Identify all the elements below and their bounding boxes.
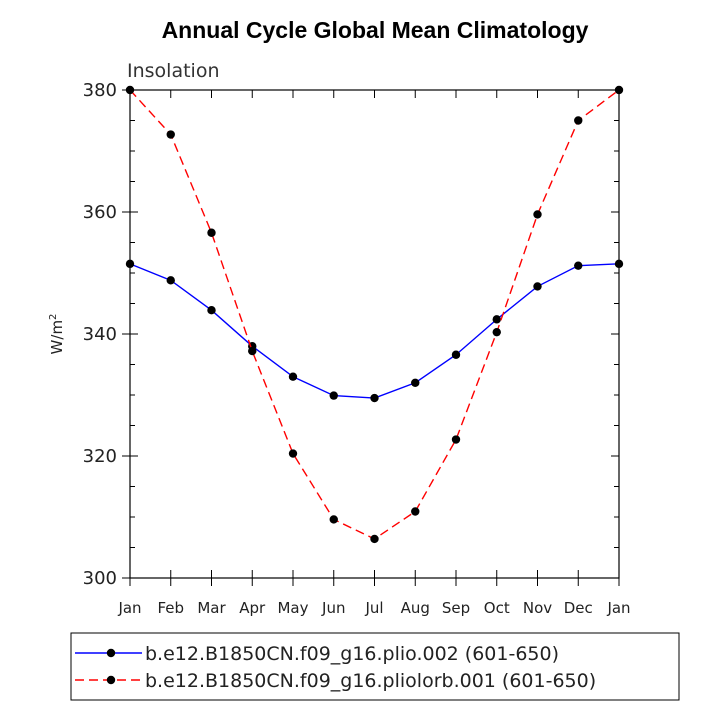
series-1-point bbox=[370, 393, 379, 403]
series-1-point bbox=[329, 391, 338, 400]
series-2-point bbox=[288, 449, 298, 458]
series-2-point bbox=[411, 507, 420, 516]
series-2-point bbox=[492, 327, 501, 337]
y-axis-label: W/m2 bbox=[48, 314, 66, 355]
series-2-point bbox=[166, 130, 175, 139]
series-2-point bbox=[207, 228, 216, 237]
x-tick-label: Jan bbox=[117, 599, 141, 617]
x-tick-label: Jun bbox=[321, 599, 345, 617]
y-tick-label: 340 bbox=[83, 324, 117, 345]
legend-marker-1 bbox=[106, 648, 116, 658]
x-tick-label: Feb bbox=[157, 599, 184, 617]
x-tick-labels: Jan Feb Mar Apr May Jun Jul Aug Sep Oct Nov Dec Jan bbox=[117, 599, 630, 617]
y-axis-label-base: W/m bbox=[48, 320, 66, 355]
series-2-point bbox=[533, 210, 542, 219]
x-tick-label: Aug bbox=[401, 599, 430, 617]
series-1-point bbox=[207, 306, 216, 315]
series-2-point bbox=[329, 515, 338, 524]
series-2-point bbox=[248, 346, 257, 356]
plot-frame bbox=[129, 89, 620, 579]
x-tick-label: Mar bbox=[197, 599, 226, 617]
series-layer bbox=[125, 85, 624, 544]
series-1-point bbox=[411, 378, 420, 387]
y-tick-label: 300 bbox=[83, 568, 117, 589]
x-tick-label: Dec bbox=[564, 599, 593, 617]
series-1-point bbox=[451, 350, 461, 359]
axis-ticks bbox=[122, 89, 620, 586]
y-tick-labels: 300 320 340 360 380 bbox=[83, 80, 117, 589]
chart-title: Annual Cycle Global Mean Climatology bbox=[162, 17, 589, 43]
x-tick-label: Nov bbox=[523, 599, 552, 617]
series-2-point bbox=[574, 116, 583, 125]
series-line-2 bbox=[129, 89, 620, 540]
series-1-point bbox=[166, 276, 175, 285]
series-1-point bbox=[574, 261, 583, 270]
x-tick-label: Jul bbox=[364, 599, 383, 617]
legend-marker-2 bbox=[106, 675, 116, 685]
series-2-point bbox=[451, 435, 461, 444]
y-tick-label: 380 bbox=[83, 80, 117, 101]
legend-label-1: b.e12.B1850CN.f09_g16.plio.002 (601-650) bbox=[145, 643, 559, 665]
legend-label-2: b.e12.B1850CN.f09_g16.pliolorb.001 (601-… bbox=[145, 670, 596, 692]
series-line-1 bbox=[129, 263, 620, 399]
chart-subtitle: Insolation bbox=[127, 60, 220, 82]
x-tick-label: May bbox=[277, 599, 308, 617]
series-1-point bbox=[533, 282, 542, 291]
x-tick-label: Jan bbox=[606, 599, 630, 617]
series-2-point bbox=[370, 534, 379, 544]
x-tick-label: Sep bbox=[442, 599, 470, 617]
series-1-point bbox=[492, 315, 501, 324]
legend: b.e12.B1850CN.f09_g16.plio.002 (601-650)… bbox=[70, 632, 680, 701]
x-tick-label: Apr bbox=[239, 599, 266, 617]
y-tick-label: 320 bbox=[83, 446, 117, 467]
y-axis-label-exponent: 2 bbox=[48, 314, 59, 320]
legend-entries: b.e12.B1850CN.f09_g16.plio.002 (601-650)… bbox=[75, 643, 596, 692]
y-tick-label: 360 bbox=[83, 202, 117, 223]
x-tick-label: Oct bbox=[484, 599, 510, 617]
legend-box bbox=[70, 632, 680, 701]
series-1-point bbox=[288, 372, 298, 381]
